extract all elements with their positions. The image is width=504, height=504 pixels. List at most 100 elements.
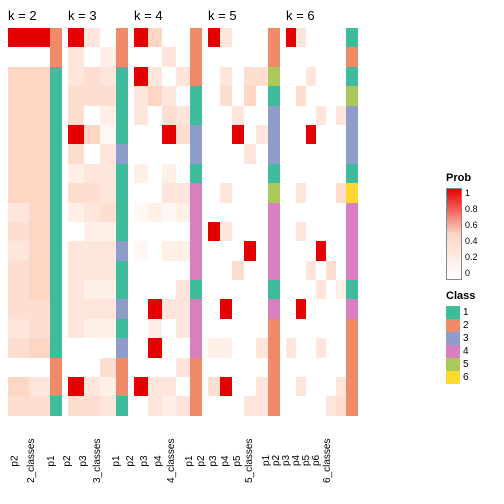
heat-cell bbox=[29, 280, 50, 299]
heat-cell bbox=[148, 67, 162, 86]
heat-cell bbox=[306, 164, 316, 183]
heat-cell bbox=[176, 47, 190, 66]
heat-cell bbox=[29, 203, 50, 222]
heat-cell bbox=[256, 396, 268, 415]
heat-cell bbox=[148, 203, 162, 222]
class-cell bbox=[116, 106, 128, 125]
heat-cell bbox=[286, 280, 296, 299]
heat-cell bbox=[134, 144, 148, 163]
heat-cell bbox=[296, 125, 306, 144]
heat-cell bbox=[336, 183, 346, 202]
heat-cell bbox=[208, 261, 220, 280]
heat-cell bbox=[29, 47, 50, 66]
x-labels: p1p2p33_classes bbox=[68, 419, 128, 479]
heat-cell bbox=[134, 222, 148, 241]
heat-cell bbox=[244, 183, 256, 202]
heat-cell bbox=[176, 358, 190, 377]
class-label: 1 bbox=[463, 307, 469, 318]
heat-cell bbox=[220, 396, 232, 415]
heat-cell bbox=[336, 396, 346, 415]
heat-cell bbox=[336, 358, 346, 377]
class-cell bbox=[268, 144, 280, 163]
heat-cell bbox=[256, 86, 268, 105]
heat-cell bbox=[162, 125, 176, 144]
class-cell bbox=[346, 241, 358, 260]
heat-cell bbox=[232, 358, 244, 377]
heat-cell bbox=[68, 222, 84, 241]
heat-cell bbox=[220, 144, 232, 163]
heat-cell bbox=[232, 338, 244, 357]
class-cell bbox=[50, 144, 62, 163]
class-cell bbox=[190, 67, 202, 86]
heat-cell bbox=[336, 299, 346, 318]
heat-cell bbox=[29, 261, 50, 280]
heat-cell bbox=[232, 86, 244, 105]
class-cell bbox=[190, 338, 202, 357]
heat-cell bbox=[220, 358, 232, 377]
class-cell bbox=[190, 299, 202, 318]
class-x-label: 6_classes bbox=[322, 471, 382, 483]
heatmap bbox=[134, 28, 190, 416]
class-legend-row: 5 bbox=[446, 358, 498, 371]
class-cell bbox=[268, 241, 280, 260]
heat-cell bbox=[286, 319, 296, 338]
heat-cell bbox=[232, 28, 244, 47]
heat-cell bbox=[208, 144, 220, 163]
heat-cell bbox=[296, 144, 306, 163]
class-cell bbox=[190, 319, 202, 338]
class-cell bbox=[346, 280, 358, 299]
heat-cell bbox=[68, 28, 84, 47]
heat-cell bbox=[176, 86, 190, 105]
class-swatch bbox=[446, 371, 460, 384]
heat-cell bbox=[84, 241, 100, 260]
heat-cell bbox=[134, 299, 148, 318]
heat-cell bbox=[100, 144, 116, 163]
heat-cell bbox=[296, 222, 306, 241]
heat-cell bbox=[134, 377, 148, 396]
heat-cell bbox=[8, 396, 29, 415]
heat-cell bbox=[134, 106, 148, 125]
heat-cell bbox=[306, 299, 316, 318]
heat-cell bbox=[68, 47, 84, 66]
heat-cell bbox=[326, 358, 336, 377]
heat-cell bbox=[100, 203, 116, 222]
class-cell bbox=[346, 396, 358, 415]
heat-cell bbox=[256, 164, 268, 183]
heat-cell bbox=[316, 396, 326, 415]
heat-cell bbox=[244, 86, 256, 105]
heat-cell bbox=[336, 164, 346, 183]
heat-cell bbox=[306, 125, 316, 144]
heat-cell bbox=[286, 183, 296, 202]
panel-title: k = 5 bbox=[208, 8, 280, 24]
heat-cell bbox=[208, 203, 220, 222]
prob-tick: 0.2 bbox=[465, 252, 478, 262]
heat-cell bbox=[296, 358, 306, 377]
heat-cell bbox=[316, 144, 326, 163]
heat-cell bbox=[244, 319, 256, 338]
heat-cell bbox=[326, 338, 336, 357]
class-cell bbox=[268, 164, 280, 183]
heat-cell bbox=[29, 396, 50, 415]
class-cell bbox=[268, 358, 280, 377]
heat-cell bbox=[220, 125, 232, 144]
heat-cell bbox=[134, 319, 148, 338]
x-labels: p1p2p3p44_classes bbox=[134, 419, 202, 479]
class-cell bbox=[268, 396, 280, 415]
class-swatch bbox=[446, 319, 460, 332]
heat-cell bbox=[29, 67, 50, 86]
heat-cell bbox=[148, 183, 162, 202]
panel-k6: k = 6p1p2p3p4p5p66_classes bbox=[286, 8, 358, 479]
heat-cell bbox=[220, 338, 232, 357]
heat-cell bbox=[306, 396, 316, 415]
heat-cell bbox=[326, 319, 336, 338]
class-cell bbox=[190, 86, 202, 105]
heat-cell bbox=[306, 86, 316, 105]
heat-cell bbox=[286, 47, 296, 66]
panel-title: k = 4 bbox=[134, 8, 202, 24]
heat-cell bbox=[232, 144, 244, 163]
heat-cell bbox=[286, 164, 296, 183]
heat-cell bbox=[232, 125, 244, 144]
heat-cell bbox=[100, 67, 116, 86]
class-cell bbox=[116, 222, 128, 241]
heat-cell bbox=[326, 203, 336, 222]
